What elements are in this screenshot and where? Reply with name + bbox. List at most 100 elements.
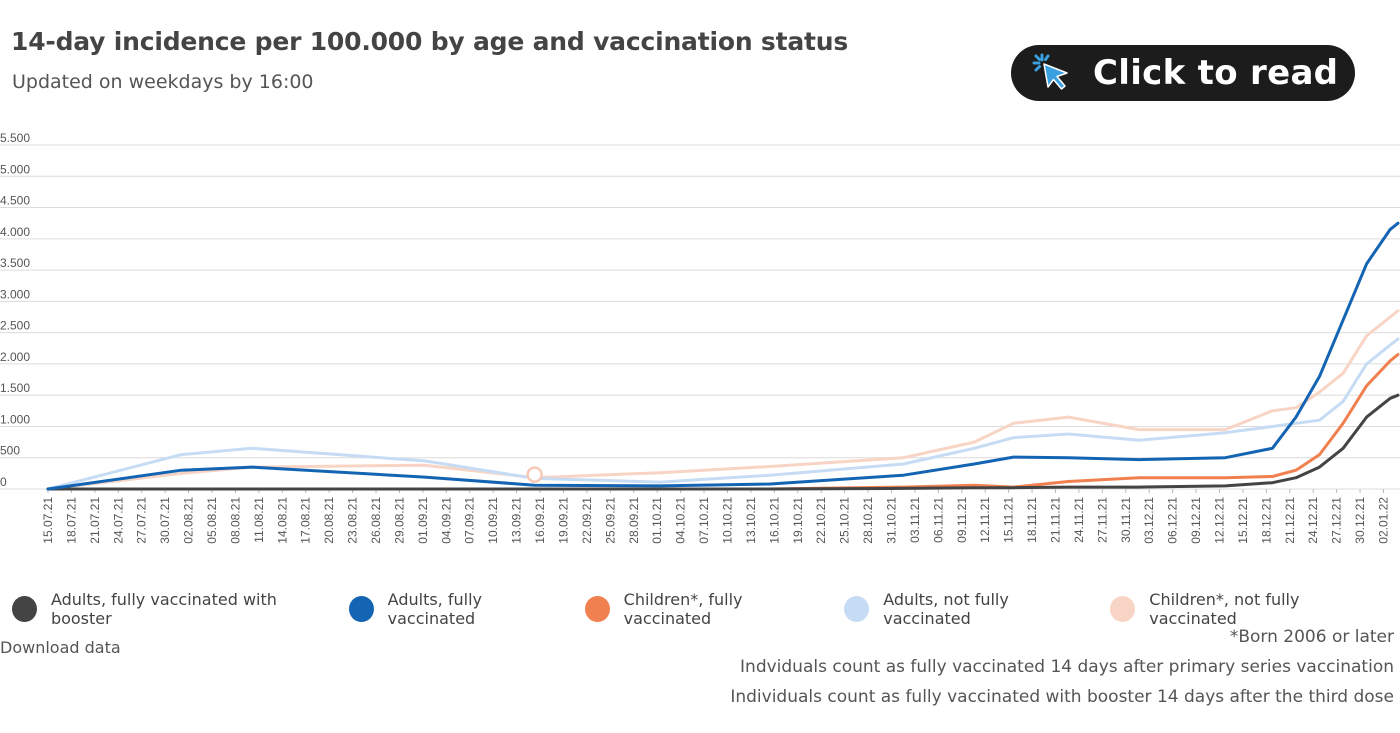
x-tick-label: 15.12.21 (1236, 497, 1250, 544)
y-tick-label: 1.500 (0, 381, 30, 395)
x-tick-label: 15.11.21 (1002, 497, 1016, 543)
hover-marker[interactable] (526, 466, 543, 483)
y-tick-label: 0 (0, 475, 7, 489)
legend-dot-children-vaccinated (584, 596, 610, 622)
y-tick-label: 3.500 (0, 256, 30, 270)
x-tick-label: 13.09.21 (510, 497, 524, 544)
x-tick-label: 15.07.21 (41, 497, 55, 544)
x-tick-label: 04.10.21 (674, 497, 688, 544)
x-tick-label: 24.07.21 (111, 497, 125, 544)
incidence-line-chart: 0 500 1.000 1.500 2.000 2.500 3.000 3.500 4.000 4… (0, 131, 1400, 544)
x-tick-label: 28.10.21 (861, 497, 875, 544)
legend-label-children-vaccinated: Children*, fully vaccinated (623, 590, 743, 628)
y-tick-label: 5.000 (0, 162, 30, 176)
x-tick-label: 03.12.21 (1142, 497, 1156, 544)
chart-gridlines (0, 144, 1400, 490)
x-tick-label: 18.07.21 (64, 497, 78, 544)
download-data-link[interactable]: Download data (0, 638, 121, 657)
x-tick-label: 24.11.21 (1072, 497, 1086, 543)
x-tick-label: 27.07.21 (135, 497, 149, 544)
legend-label-booster: Adults, fully vaccinated with booster (50, 590, 277, 628)
cursor-click-icon (1032, 53, 1068, 90)
series-line-booster (46, 393, 1400, 491)
legend-item-booster[interactable]: Adults, fully vaccinated with booster (12, 590, 331, 628)
y-tick-label: 3.000 (0, 287, 30, 301)
x-tick-label: 09.11.21 (955, 497, 969, 543)
series-line-children-not-vaccinated (46, 309, 1400, 491)
y-tick-label: 4.000 (0, 225, 30, 239)
x-tick-label: 12.12.21 (1213, 497, 1227, 544)
x-tick-label: 16.09.21 (533, 497, 547, 544)
chart-subtitle: Updated on weekdays by 16:00 (12, 71, 314, 93)
x-tick-label: 21.11.21 (1048, 497, 1062, 543)
legend-label-adults-vaccinated: Adults, fully vaccinated (387, 590, 482, 628)
chart-footnotes: *Born 2006 or later Indviduals count as … (730, 622, 1394, 712)
y-tick-label: 500 (0, 444, 20, 458)
x-tick-label: 10.09.21 (486, 497, 500, 544)
footnote-fully-vaccinated: Indviduals count as fully vaccinated 14 … (740, 657, 1394, 677)
x-tick-label: 19.10.21 (791, 497, 805, 544)
x-tick-label: 31.10.21 (884, 497, 898, 544)
x-tick-label: 21.12.21 (1283, 497, 1297, 544)
x-tick-label: 23.08.21 (346, 497, 360, 544)
x-tick-label: 14.08.21 (275, 497, 289, 544)
legend-dot-booster (12, 596, 37, 622)
x-tick-label: 22.10.21 (814, 497, 828, 544)
x-tick-label: 30.07.21 (158, 497, 172, 544)
legend-item-children-not-vaccinated[interactable]: Children*, not fully vaccinated (1110, 590, 1382, 628)
legend-item-children-vaccinated[interactable]: Children*, fully vaccinated (584, 590, 827, 628)
y-axis-ticks: 0 500 1.000 1.500 2.000 2.500 3.000 3.500 4.000 4… (0, 131, 30, 489)
legend-item-adults-not-vaccinated[interactable]: Adults, not fully vaccinated (844, 590, 1092, 628)
x-tick-label: 05.08.21 (205, 497, 219, 544)
x-tick-label: 02.08.21 (182, 497, 196, 544)
y-tick-label: 4.500 (0, 194, 30, 208)
x-tick-label: 27.11.21 (1095, 497, 1109, 543)
x-tick-label: 26.08.21 (369, 497, 383, 544)
y-tick-label: 2.500 (0, 319, 30, 333)
x-tick-label: 04.09.21 (439, 497, 453, 544)
chart-legend: Adults, fully vaccinated with booster Ad… (12, 590, 1400, 628)
x-axis-ticks: 15.07.21 18.07.21 21.07.21 24.07.21 27.07.21… (41, 489, 1391, 544)
x-tick-label: 27.12.21 (1330, 497, 1344, 544)
x-tick-label: 24.12.21 (1306, 497, 1320, 544)
x-tick-label: 06.11.21 (931, 497, 945, 543)
legend-dot-adults-vaccinated (348, 596, 374, 622)
x-tick-label: 25.10.21 (838, 497, 852, 544)
y-tick-label: 5.500 (0, 131, 30, 145)
legend-label-adults-not-vaccinated: Adults, not fully vaccinated (883, 590, 1009, 628)
x-tick-label: 12.11.21 (978, 497, 992, 543)
x-tick-label: 09.12.21 (1189, 497, 1203, 544)
x-tick-label: 01.09.21 (416, 497, 430, 544)
x-tick-label: 08.08.21 (228, 497, 242, 544)
legend-item-adults-vaccinated[interactable]: Adults, fully vaccinated (348, 590, 567, 628)
x-tick-label: 10.10.21 (720, 497, 734, 544)
y-tick-label: 1.000 (0, 412, 30, 426)
x-tick-label: 21.07.21 (88, 497, 102, 544)
x-tick-label: 16.10.21 (767, 497, 781, 544)
series-line-adults-not-vaccinated (46, 337, 1400, 491)
x-tick-label: 18.11.21 (1025, 497, 1039, 543)
x-tick-label: 30.12.21 (1353, 497, 1367, 544)
x-tick-label: 28.09.21 (627, 497, 641, 544)
click-to-read-label: Click to read (1093, 53, 1339, 93)
x-tick-label: 19.09.21 (556, 497, 570, 544)
footnote-booster: Individuals count as fully vaccinated wi… (730, 687, 1394, 707)
x-tick-label: 22.09.21 (580, 497, 594, 544)
chart-annotations[interactable] (526, 466, 543, 483)
x-tick-label: 30.11.21 (1119, 497, 1133, 543)
x-tick-label: 03.11.21 (908, 497, 922, 543)
x-tick-label: 13.10.21 (744, 497, 758, 544)
legend-label-children-not-vaccinated: Children*, not fully vaccinated (1149, 590, 1300, 628)
x-tick-label: 18.12.21 (1259, 497, 1273, 544)
x-tick-label: 11.08.21 (252, 497, 266, 543)
legend-dot-adults-not-vaccinated (844, 596, 870, 622)
series-line-adults-vaccinated (46, 221, 1400, 491)
x-tick-label: 25.09.21 (603, 497, 617, 544)
x-tick-label: 17.08.21 (299, 497, 313, 544)
x-tick-label: 02.01.22 (1377, 497, 1391, 544)
click-to-read-button[interactable]: Click to read (1011, 45, 1355, 101)
legend-dot-children-not-vaccinated (1110, 596, 1136, 622)
y-tick-label: 2.000 (0, 350, 30, 364)
x-tick-label: 01.10.21 (650, 497, 664, 544)
x-tick-label: 07.09.21 (463, 497, 477, 544)
